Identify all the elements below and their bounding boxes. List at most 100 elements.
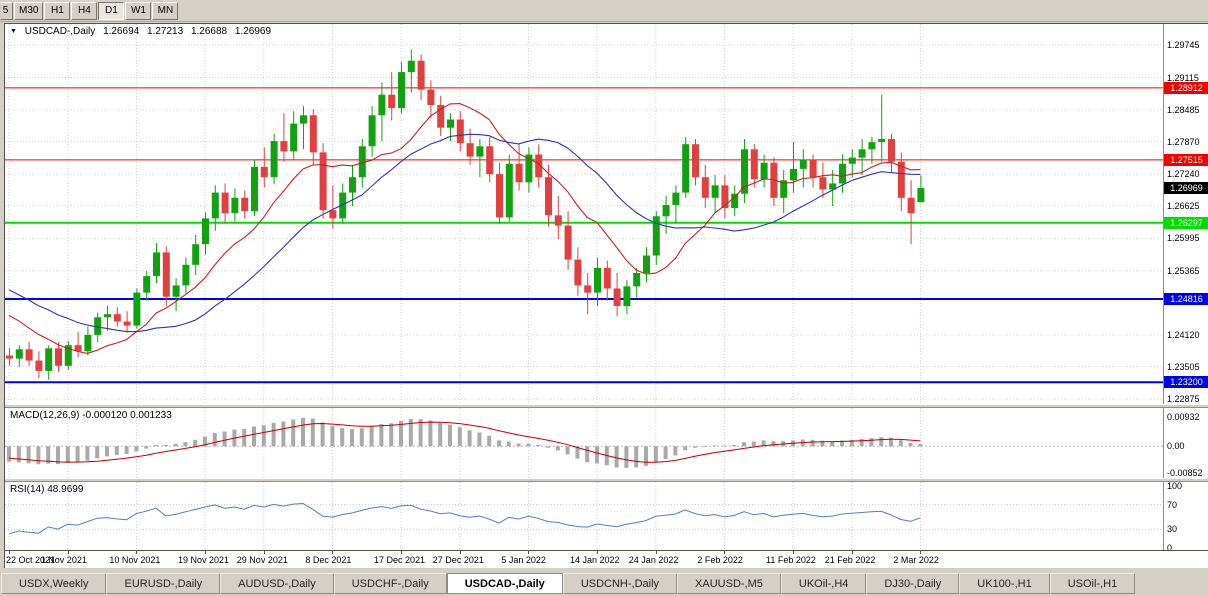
timeframe-button-h4[interactable]: H4 <box>71 1 98 20</box>
timeframe-button-w1[interactable]: W1 <box>125 1 152 20</box>
macd-axis-label: -0.00852 <box>1167 468 1203 479</box>
chart-menu-arrow-icon[interactable]: ▼ <box>10 28 17 35</box>
rsi-axis-label: 30 <box>1167 524 1178 535</box>
ma-slow-line <box>8 133 921 333</box>
price-axis-label: 1.27240 <box>1167 169 1200 180</box>
ohlc-close: 1.26969 <box>234 26 272 37</box>
time-tick <box>136 551 138 554</box>
chart-symbol-period: USDCAD-,Daily <box>24 26 96 37</box>
rsi-header: RSI(14) 48.9699 <box>10 484 84 495</box>
symbol-tab-xauusd-m5[interactable]: XAUUSD-,M5 <box>677 573 781 594</box>
price-axis-label: 1.24120 <box>1167 329 1200 340</box>
symbol-tab-uk100-h1[interactable]: UK100-,H1 <box>959 573 1050 594</box>
timeframe-button-h1[interactable]: H1 <box>44 1 71 20</box>
rsi-axis-label: 70 <box>1167 499 1178 510</box>
symbol-tab-usoil-h1[interactable]: USOil-,H1 <box>1049 573 1136 594</box>
time-axis-label: 10 Nov 2021 <box>109 555 161 565</box>
time-tick <box>528 551 530 554</box>
time-tick <box>9 551 10 554</box>
price-axis-label: 1.25995 <box>1167 233 1200 244</box>
symbol-tab-usdcnh-daily[interactable]: USDCNH-,Daily <box>562 573 678 594</box>
chart-window: 1.29745 1.29115 1.28485 1.27870 1.27240 1.266… <box>4 23 1208 569</box>
hline-price-badge: 1.23200 <box>1164 376 1208 389</box>
time-axis-label: 19 Nov 2021 <box>178 555 230 565</box>
macd-axis-label: 0.00932 <box>1167 411 1200 422</box>
macd-chart-canvas[interactable] <box>5 408 1163 478</box>
pane-divider[interactable] <box>5 404 1208 408</box>
symbol-tab-usdchf-daily[interactable]: USDCHF-,Daily <box>333 573 447 594</box>
time-tick <box>205 551 206 554</box>
price-pane-header: ▼ USDCAD-,Daily 1.26694 1.27213 1.26688 … <box>10 26 276 37</box>
time-tick <box>67 551 69 554</box>
time-tick <box>597 551 598 554</box>
time-axis-label: 27 Dec 2021 <box>432 555 484 565</box>
time-axis-label: 21 Feb 2022 <box>824 555 876 565</box>
timeframe-button-mn[interactable]: MN <box>152 1 179 20</box>
timeframe-button-5[interactable]: 5 <box>0 1 13 20</box>
price-axis-label: 1.26625 <box>1167 200 1200 211</box>
current-price-badge: 1.26969 <box>1164 182 1208 194</box>
time-axis-label: 24 Jan 2022 <box>628 555 679 565</box>
symbol-tab-usdcad-daily[interactable]: USDCAD-,Daily <box>446 573 563 594</box>
time-axis-label: 1 Nov 2021 <box>40 555 87 565</box>
symbol-tab-usdx-weekly[interactable]: USDX,Weekly <box>1 573 107 594</box>
candles-layer <box>6 49 925 380</box>
time-axis-label: 14 Jan 2022 <box>570 555 620 565</box>
macd-pane: 0.00932 0.00 -0.00852 MACD(12,26,9) -0.000… <box>5 408 1208 478</box>
time-tick <box>920 551 922 554</box>
time-tick <box>851 551 853 554</box>
time-axis-label: 8 Dec 2021 <box>305 555 352 565</box>
price-pane: 1.29745 1.29115 1.28485 1.27870 1.27240 1.266… <box>5 24 1208 404</box>
symbol-tab-dj30-daily[interactable]: DJ30-,Daily <box>866 573 960 594</box>
hline-price-badge: 1.28912 <box>1164 81 1208 94</box>
symbol-tab-ukoil-h4[interactable]: UKOil-,H4 <box>780 573 867 594</box>
rsi-axis[interactable]: 100 70 30 0 <box>1163 481 1208 553</box>
timeframe-button-m30[interactable]: M30 <box>14 1 44 20</box>
price-axis-label: 1.27870 <box>1167 136 1200 147</box>
time-axis-label: 22 Oct 2021 <box>6 555 56 565</box>
rsi-axis-label: 0 <box>1167 543 1173 553</box>
symbol-tab-bar: USDX,Weekly EURUSD-,Daily AUDUSD-,Daily USD… <box>0 568 1208 596</box>
hline-price-badge: 1.26297 <box>1164 216 1208 229</box>
rsi-line <box>8 502 921 535</box>
hline-price-badge: 1.27515 <box>1164 153 1208 166</box>
time-axis-label: 2 Feb 2022 <box>697 555 743 565</box>
time-tick <box>332 551 334 554</box>
rsi-chart-canvas[interactable] <box>5 482 1163 550</box>
time-tick <box>459 551 461 554</box>
pane-divider[interactable] <box>5 478 1208 482</box>
time-tick <box>793 551 794 554</box>
price-chart-canvas[interactable] <box>5 24 1163 404</box>
symbol-tab-eurusd-daily[interactable]: EURUSD-,Daily <box>106 573 221 594</box>
hline-price-badge: 1.24816 <box>1164 293 1208 305</box>
symbol-tab-audusd-daily[interactable]: AUDUSD-,Daily <box>220 573 334 594</box>
ohlc-low: 1.26688 <box>190 26 228 37</box>
macd-histogram <box>7 417 923 468</box>
time-axis-label: 2 Mar 2022 <box>893 555 939 565</box>
time-axis[interactable]: 22 Oct 2021 1 Nov 2021 10 Nov 2021 19 Nov 2… <box>5 550 1208 569</box>
time-tick <box>263 551 265 554</box>
price-axis-label: 1.28485 <box>1167 104 1200 115</box>
ohlc-high: 1.27213 <box>147 26 184 37</box>
rsi-pane: 100 70 30 0 RSI(14) 48.9699 <box>5 481 1208 553</box>
time-tick <box>401 551 402 554</box>
time-tick <box>724 551 726 554</box>
price-axis-label: 1.29745 <box>1167 40 1200 50</box>
time-axis-label: 5 Jan 2022 <box>501 555 546 565</box>
rsi-axis-label: 100 <box>1167 481 1183 491</box>
time-tick <box>655 551 657 554</box>
macd-signal-line <box>8 421 921 463</box>
price-axis-label: 1.22875 <box>1167 394 1200 404</box>
macd-axis-label: 0.00 <box>1167 441 1185 452</box>
time-axis-label: 17 Dec 2021 <box>374 555 426 565</box>
ohlc-open: 1.26694 <box>103 26 140 37</box>
time-axis-label: 29 Nov 2021 <box>236 555 288 565</box>
timeframe-button-d1[interactable]: D1 <box>98 1 125 20</box>
time-axis-label: 11 Feb 2022 <box>766 555 816 565</box>
macd-axis[interactable]: 0.00932 0.00 -0.00852 <box>1163 408 1208 478</box>
macd-header: MACD(12,26,9) -0.000120 0.001233 <box>10 410 172 421</box>
price-axis-label: 1.23505 <box>1167 361 1200 372</box>
price-axis[interactable]: 1.29745 1.29115 1.28485 1.27870 1.27240 1.266… <box>1163 24 1208 404</box>
timeframe-toolbar: 5 M30 H1 H4 D1 W1 MN <box>0 0 1208 22</box>
